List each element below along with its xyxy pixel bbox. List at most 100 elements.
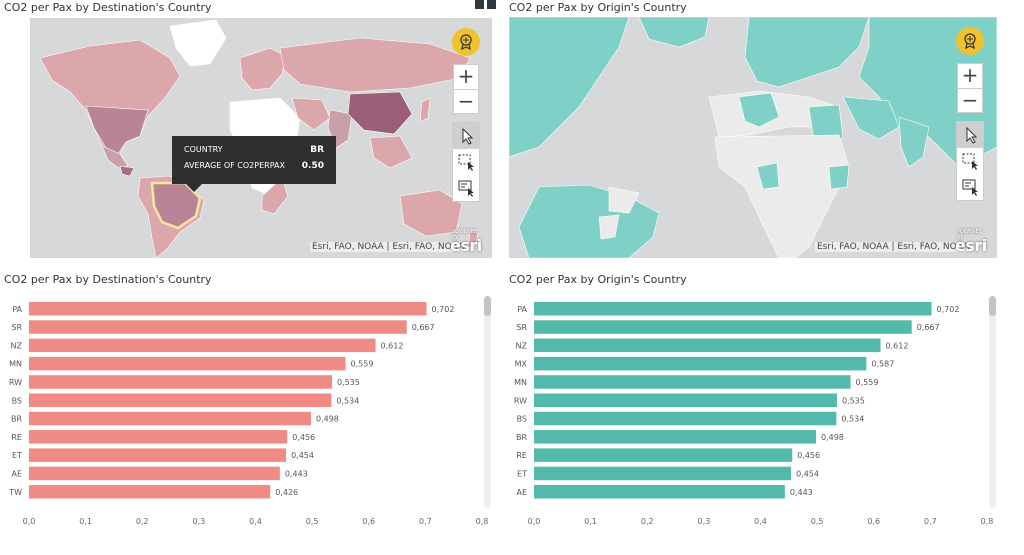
- tooltip-value-country: BR: [310, 145, 324, 155]
- bar[interactable]: [29, 338, 376, 353]
- bar[interactable]: [29, 320, 407, 334]
- data-label: 0,443: [790, 488, 813, 497]
- scrollbar-thumb[interactable]: [484, 296, 491, 316]
- zoom-in-button[interactable]: +: [958, 64, 982, 89]
- data-label: 0,535: [337, 378, 360, 387]
- y-category-label: NZ: [11, 341, 23, 350]
- esri-logo-left: POWERED BY esri: [450, 229, 482, 255]
- bar[interactable]: [534, 320, 912, 334]
- x-tick-label: 0,1: [584, 517, 597, 526]
- bar[interactable]: [29, 375, 332, 389]
- left-chart-title: CO2 per Pax by Destination's Country: [4, 273, 212, 286]
- lasso-select-icon[interactable]: [957, 174, 983, 200]
- y-category-label: ET: [517, 469, 527, 478]
- x-tick-label: 0,5: [306, 517, 319, 526]
- pointer-select-icon[interactable]: [957, 122, 983, 148]
- tooltip-label-country: COUNTRY: [184, 145, 223, 154]
- bar[interactable]: [29, 356, 346, 371]
- right-map-land: [509, 17, 997, 258]
- pointer-select-icon[interactable]: [453, 123, 479, 149]
- y-category-label: BS: [12, 396, 22, 405]
- y-category-label: BR: [516, 433, 527, 442]
- left-zoom-control: + −: [453, 64, 479, 114]
- esri-logo-right: POWERED BY esri: [955, 229, 987, 255]
- zoom-out-button[interactable]: −: [457, 89, 475, 113]
- left-chart-scrollbar[interactable]: [484, 296, 491, 508]
- left-map-attribution: Esri, FAO, NOAA | Esri, FAO, NOAA: [310, 242, 467, 252]
- left-map[interactable]: + − COUNTRY BR AVERAGE OF CO2PERPAX 0.50 E…: [30, 18, 492, 258]
- x-tick-label: 0,8: [476, 517, 489, 526]
- bar[interactable]: [29, 448, 287, 462]
- data-label: 0,534: [336, 396, 359, 405]
- bar[interactable]: [534, 393, 837, 408]
- data-label: 0,456: [797, 451, 820, 460]
- bar[interactable]: [29, 430, 288, 444]
- right-chart-scrollbar[interactable]: [989, 296, 996, 508]
- data-label: 0,667: [412, 323, 435, 332]
- x-tick-label: 0,4: [754, 517, 767, 526]
- y-category-label: TW: [8, 488, 22, 497]
- bar[interactable]: [29, 466, 280, 481]
- map-tooltip: COUNTRY BR AVERAGE OF CO2PERPAX 0.50: [172, 136, 336, 192]
- data-label: 0,454: [796, 469, 819, 478]
- bar[interactable]: [29, 411, 311, 426]
- map-location-icon[interactable]: [956, 27, 984, 55]
- data-label: 0,612: [381, 341, 404, 350]
- left-selection-tools: [452, 122, 480, 202]
- zoom-in-button[interactable]: +: [454, 65, 478, 90]
- data-label: 0,612: [886, 341, 909, 350]
- data-label: 0,587: [871, 360, 894, 369]
- left-map-title: CO2 per Pax by Destination's Country: [4, 1, 212, 14]
- map-location-icon[interactable]: [452, 28, 480, 56]
- y-category-label: SR: [516, 323, 527, 332]
- y-category-label: SR: [11, 323, 22, 332]
- right-map[interactable]: + − Esri, FAO, NOAA | Esri, FAO, NOAA PO…: [509, 17, 997, 258]
- more-options-icon[interactable]: [487, 0, 496, 9]
- bar[interactable]: [534, 448, 793, 462]
- bar[interactable]: [534, 411, 837, 426]
- rectangle-select-icon[interactable]: [957, 148, 983, 174]
- rectangle-select-icon[interactable]: [453, 149, 479, 175]
- y-category-label: ET: [12, 451, 22, 460]
- zoom-out-button[interactable]: −: [961, 88, 979, 112]
- bar[interactable]: [29, 485, 271, 499]
- y-category-label: MN: [514, 378, 527, 387]
- data-label: 0,498: [316, 415, 339, 424]
- bar[interactable]: [534, 375, 851, 389]
- x-tick-label: 0,2: [136, 517, 149, 526]
- data-label: 0,534: [841, 415, 864, 424]
- bar[interactable]: [29, 393, 332, 408]
- data-label: 0,443: [285, 469, 308, 478]
- x-tick-label: 0,8: [981, 517, 994, 526]
- scrollbar-thumb[interactable]: [989, 296, 996, 316]
- focus-mode-icon[interactable]: [475, 0, 484, 9]
- y-category-label: MN: [9, 360, 22, 369]
- origin-bar-chart: 0,0 0,1 0,2 0,3 0,4 0,5 0,6 0,7 0,8 PA 0,702 SR 0,66…: [514, 302, 994, 526]
- bar[interactable]: [534, 430, 816, 444]
- tooltip-label-average: AVERAGE OF CO2PERPAX: [184, 161, 285, 170]
- right-zoom-control: + −: [957, 63, 983, 113]
- y-category-label: PA: [12, 305, 22, 314]
- y-category-label: RW: [514, 396, 527, 405]
- data-label: 0,559: [856, 378, 879, 387]
- bar[interactable]: [534, 485, 785, 499]
- x-tick-label: 0,1: [79, 517, 92, 526]
- data-label: 0,498: [821, 433, 844, 442]
- tooltip-value-average: 0.50: [301, 161, 324, 171]
- bar[interactable]: [534, 302, 932, 316]
- data-label: 0,559: [351, 360, 374, 369]
- data-label: 0,535: [842, 396, 865, 405]
- x-tick-label: 0,6: [362, 517, 375, 526]
- y-category-label: BR: [11, 415, 22, 424]
- bar[interactable]: [29, 302, 427, 316]
- data-label: 0,426: [275, 488, 298, 497]
- x-tick-label: 0,7: [924, 517, 937, 526]
- bar[interactable]: [534, 338, 881, 353]
- right-selection-tools: [956, 121, 984, 201]
- y-category-label: MX: [515, 360, 528, 369]
- bar[interactable]: [534, 356, 867, 371]
- x-tick-label: 0,3: [698, 517, 711, 526]
- bar[interactable]: [534, 466, 792, 481]
- lasso-select-icon[interactable]: [453, 175, 479, 201]
- x-tick-label: 0,7: [419, 517, 432, 526]
